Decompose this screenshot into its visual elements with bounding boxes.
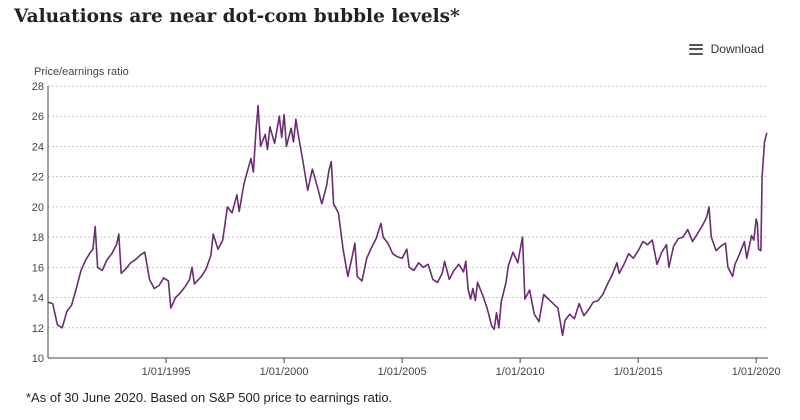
- y-tick-label: 20: [32, 202, 44, 214]
- y-tick-label: 28: [32, 81, 44, 93]
- footnote: *As of 30 June 2020. Based on S&P 500 pr…: [26, 390, 393, 405]
- y-tick-label: 12: [32, 323, 44, 335]
- chart-title: Valuations are near dot-com bubble level…: [14, 6, 460, 27]
- x-tick-label: 1/01/2000: [260, 366, 309, 378]
- y-tick-label: 24: [32, 141, 44, 153]
- x-tick-label: 1/01/2010: [496, 366, 545, 378]
- hamburger-menu-icon: [688, 43, 703, 55]
- y-tick-label: 18: [32, 232, 44, 244]
- x-tick-label: 1/01/2015: [614, 366, 663, 378]
- y-tick-label: 10: [32, 353, 44, 365]
- x-tick-label: 1/01/2005: [378, 366, 427, 378]
- x-tick-label: 1/01/2020: [732, 366, 781, 378]
- pe-ratio-line: [47, 104, 768, 337]
- y-tick-label: 16: [32, 262, 44, 274]
- x-tick-label: 1/01/1995: [142, 366, 191, 378]
- y-tick-label: 22: [32, 172, 44, 184]
- y-tick-label: 14: [32, 293, 44, 305]
- y-tick-label: 26: [32, 111, 44, 123]
- line-chart: 10 12 14 16 18 20 22 24 26 28 1/01/1995 1/01/2000 1/…: [32, 81, 781, 378]
- download-button[interactable]: Download: [688, 42, 764, 56]
- y-axis-label: Price/earnings ratio: [34, 66, 129, 78]
- download-label: Download: [710, 42, 764, 56]
